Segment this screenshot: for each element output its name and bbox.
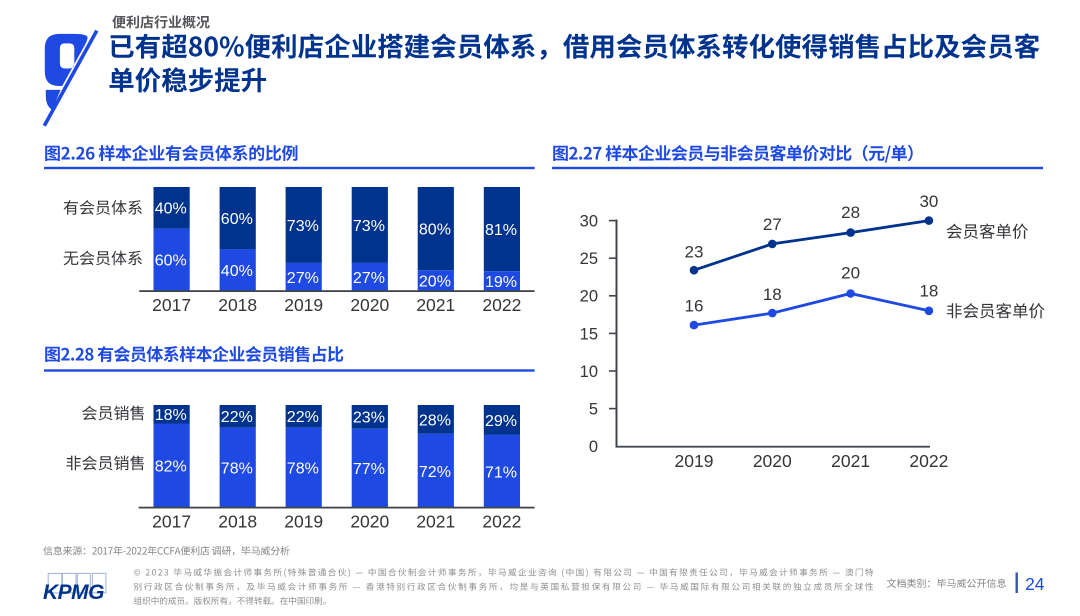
svg-text:71%: 71% bbox=[485, 464, 517, 481]
svg-text:22%: 22% bbox=[287, 409, 319, 426]
svg-text:2017: 2017 bbox=[152, 512, 191, 532]
svg-text:18: 18 bbox=[919, 281, 938, 300]
svg-text:2021: 2021 bbox=[831, 451, 870, 471]
svg-text:40%: 40% bbox=[221, 263, 253, 280]
svg-text:23%: 23% bbox=[353, 410, 385, 427]
svg-text:2019: 2019 bbox=[284, 512, 323, 532]
svg-text:82%: 82% bbox=[155, 459, 187, 476]
svg-text:27: 27 bbox=[763, 215, 782, 234]
svg-text:2020: 2020 bbox=[350, 512, 389, 532]
svg-text:60%: 60% bbox=[155, 253, 187, 270]
svg-text:18: 18 bbox=[763, 285, 782, 304]
svg-text:22%: 22% bbox=[221, 409, 253, 426]
svg-text:24: 24 bbox=[1025, 574, 1045, 594]
svg-text:29%: 29% bbox=[485, 413, 517, 430]
svg-text:2022: 2022 bbox=[482, 512, 521, 532]
svg-text:27%: 27% bbox=[353, 270, 385, 287]
svg-text:81%: 81% bbox=[485, 222, 517, 239]
svg-text:77%: 77% bbox=[353, 461, 385, 478]
svg-text:2020: 2020 bbox=[350, 295, 389, 315]
svg-text:10: 10 bbox=[580, 363, 598, 381]
svg-text:2021: 2021 bbox=[416, 512, 455, 532]
svg-text:15: 15 bbox=[580, 325, 598, 343]
svg-text:16: 16 bbox=[685, 296, 704, 315]
svg-text:28%: 28% bbox=[419, 412, 451, 429]
svg-text:72%: 72% bbox=[419, 464, 451, 481]
svg-text:20: 20 bbox=[841, 264, 860, 283]
svg-text:KPMG: KPMG bbox=[43, 581, 104, 604]
svg-text:25: 25 bbox=[580, 250, 598, 268]
svg-text:18%: 18% bbox=[155, 407, 187, 424]
svg-text:80%: 80% bbox=[419, 222, 451, 239]
svg-text:40%: 40% bbox=[155, 201, 187, 218]
svg-text:73%: 73% bbox=[353, 218, 385, 235]
svg-text:19%: 19% bbox=[485, 274, 517, 291]
svg-text:27%: 27% bbox=[287, 270, 319, 287]
svg-text:28: 28 bbox=[841, 203, 860, 222]
svg-text:2022: 2022 bbox=[482, 295, 521, 315]
svg-text:2022: 2022 bbox=[909, 451, 948, 471]
svg-text:2018: 2018 bbox=[218, 512, 257, 532]
svg-text:2019: 2019 bbox=[284, 295, 323, 315]
svg-text:0: 0 bbox=[589, 438, 598, 456]
svg-text:73%: 73% bbox=[287, 218, 319, 235]
svg-text:2021: 2021 bbox=[416, 295, 455, 315]
svg-text:2020: 2020 bbox=[753, 451, 792, 471]
svg-text:2018: 2018 bbox=[218, 295, 257, 315]
svg-text:60%: 60% bbox=[221, 211, 253, 228]
svg-text:20%: 20% bbox=[419, 274, 451, 291]
svg-text:23: 23 bbox=[685, 242, 704, 261]
svg-text:78%: 78% bbox=[287, 461, 319, 478]
svg-text:20: 20 bbox=[580, 288, 598, 306]
svg-text:2017: 2017 bbox=[152, 295, 191, 315]
svg-text:78%: 78% bbox=[221, 461, 253, 478]
svg-text:30: 30 bbox=[919, 192, 938, 211]
svg-text:2019: 2019 bbox=[675, 451, 714, 471]
svg-text:5: 5 bbox=[589, 401, 598, 419]
svg-text:30: 30 bbox=[580, 213, 598, 231]
